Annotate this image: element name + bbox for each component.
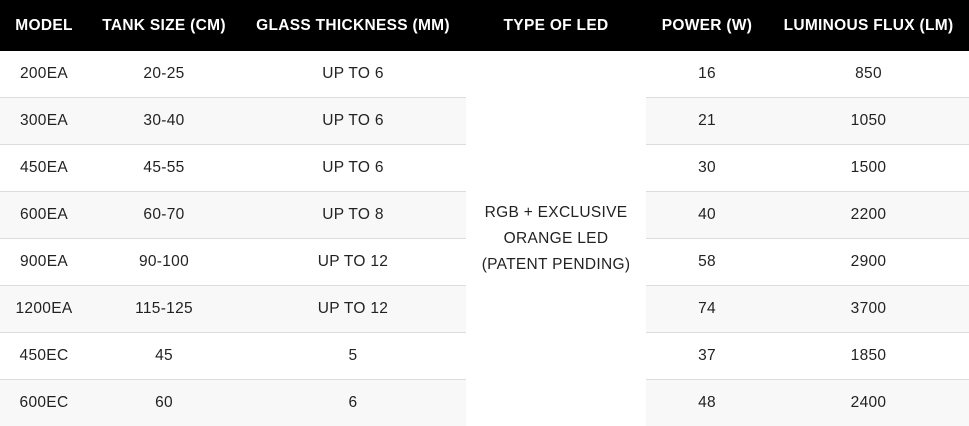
cell-luminous-flux: 2900 xyxy=(768,238,969,286)
cell-luminous-flux: 1850 xyxy=(768,332,969,380)
cell-tank-size: 45-55 xyxy=(88,144,240,192)
cell-power: 16 xyxy=(646,51,768,98)
cell-model: 1200EA xyxy=(0,285,88,333)
cell-luminous-flux: 2400 xyxy=(768,379,969,426)
header-luminous-flux: LUMINOUS FLUX (LM) xyxy=(768,0,969,51)
cell-glass-thickness: UP TO 6 xyxy=(240,97,466,145)
cell-power: 30 xyxy=(646,144,768,192)
cell-luminous-flux: 3700 xyxy=(768,285,969,333)
led-type-line: (PATENT PENDING) xyxy=(481,255,631,273)
cell-tank-size: 90-100 xyxy=(88,238,240,286)
cell-tank-size: 60 xyxy=(88,379,240,426)
cell-glass-thickness: 5 xyxy=(240,332,466,380)
table-row: 450EA 45-55 UP TO 6 30 1500 xyxy=(0,144,969,192)
cell-glass-thickness: UP TO 12 xyxy=(240,238,466,286)
cell-luminous-flux: 850 xyxy=(768,51,969,98)
table-row: 600EC 60 6 48 2400 xyxy=(0,379,969,426)
table-row: 900EA 90-100 UP TO 12 58 2900 xyxy=(0,238,969,286)
cell-glass-thickness: UP TO 12 xyxy=(240,285,466,333)
cell-glass-thickness: UP TO 6 xyxy=(240,144,466,192)
cell-model: 200EA xyxy=(0,51,88,98)
cell-glass-thickness: UP TO 6 xyxy=(240,51,466,98)
cell-power: 74 xyxy=(646,285,768,333)
cell-luminous-flux: 1050 xyxy=(768,97,969,145)
table-row: 300EA 30-40 UP TO 6 21 1050 xyxy=(0,97,969,145)
table-row: 200EA 20-25 UP TO 6 RGB + EXCLUSIVE ORANGE L… xyxy=(0,51,969,426)
header-glass-thickness: GLASS THICKNESS (MM) xyxy=(240,0,466,51)
led-type-line: ORANGE LED xyxy=(503,229,609,247)
cell-tank-size: 45 xyxy=(88,332,240,380)
cell-model: 450EC xyxy=(0,332,88,380)
led-type-line: RGB + EXCLUSIVE xyxy=(484,203,628,221)
cell-tank-size: 60-70 xyxy=(88,191,240,239)
table-row: 1200EA 115-125 UP TO 12 74 3700 xyxy=(0,285,969,333)
cell-tank-size: 115-125 xyxy=(88,285,240,333)
cell-glass-thickness: UP TO 8 xyxy=(240,191,466,239)
cell-led-type: RGB + EXCLUSIVE ORANGE LED (PATENT PENDING… xyxy=(466,51,646,426)
cell-model: 450EA xyxy=(0,144,88,192)
cell-power: 48 xyxy=(646,379,768,426)
header-power: POWER (W) xyxy=(646,0,768,51)
table-row: 600EA 60-70 UP TO 8 40 2200 xyxy=(0,191,969,239)
cell-power: 37 xyxy=(646,332,768,380)
cell-model: 600EC xyxy=(0,379,88,426)
cell-tank-size: 20-25 xyxy=(88,51,240,98)
cell-tank-size: 30-40 xyxy=(88,97,240,145)
cell-power: 58 xyxy=(646,238,768,286)
cell-power: 21 xyxy=(646,97,768,145)
cell-luminous-flux: 1500 xyxy=(768,144,969,192)
header-tank-size: TANK SIZE (CM) xyxy=(88,0,240,51)
cell-model: 600EA xyxy=(0,191,88,239)
header-model: MODEL xyxy=(0,0,88,51)
cell-power: 40 xyxy=(646,191,768,239)
header-led-type: TYPE OF LED xyxy=(466,0,646,51)
cell-glass-thickness: 6 xyxy=(240,379,466,426)
table-row: 450EC 45 5 37 1850 xyxy=(0,332,969,380)
header-row: MODEL TANK SIZE (CM) GLASS THICKNESS (MM… xyxy=(0,0,969,51)
cell-model: 900EA xyxy=(0,238,88,286)
cell-luminous-flux: 2200 xyxy=(768,191,969,239)
cell-model: 300EA xyxy=(0,97,88,145)
